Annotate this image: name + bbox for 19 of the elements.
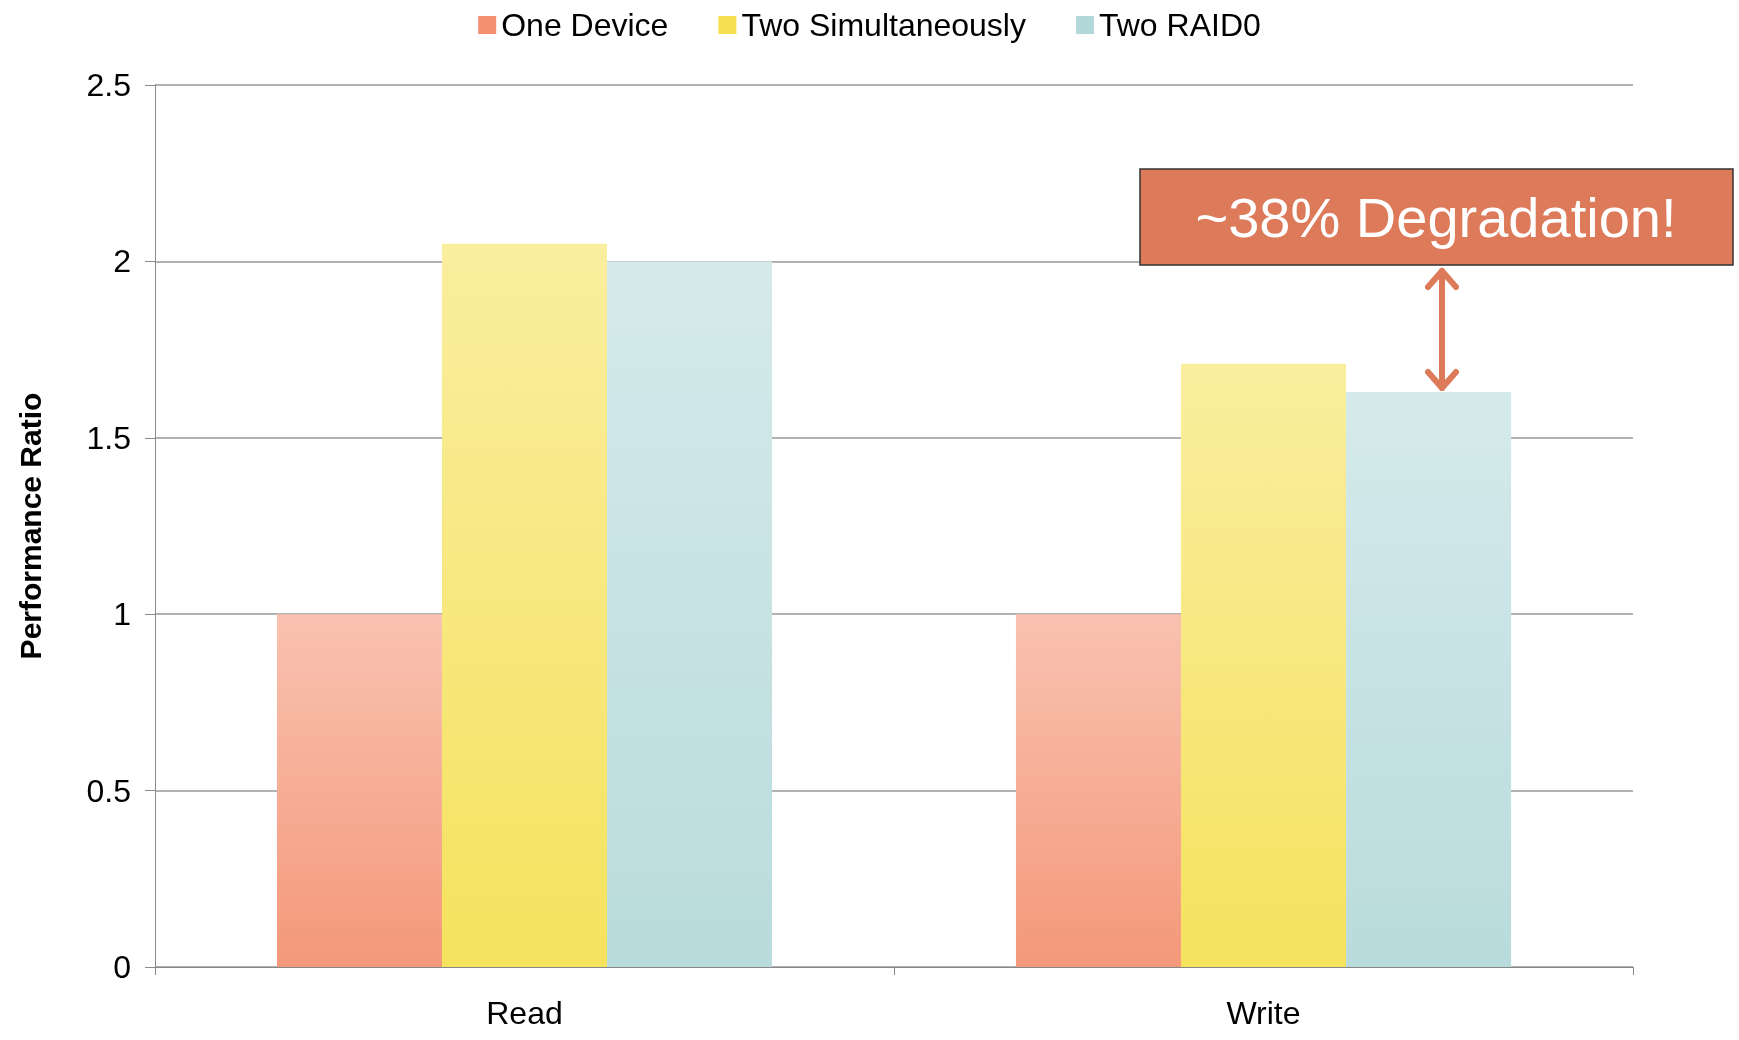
y-tick-label: 2 — [113, 243, 131, 280]
legend-label: Two RAID0 — [1098, 7, 1261, 43]
bar — [1015, 614, 1181, 967]
y-axis-title: Performance Ratio — [13, 392, 47, 660]
bar — [607, 261, 773, 967]
bar — [1180, 363, 1347, 967]
bar — [1346, 391, 1512, 967]
y-tick-label: 0.5 — [86, 772, 131, 809]
legend-label: One Device — [501, 7, 669, 43]
legend-label: Two Simultaneously — [741, 7, 1026, 43]
x-tick-label: Write — [1226, 995, 1301, 1031]
bar — [276, 614, 442, 967]
y-tick-label: 1 — [113, 596, 131, 633]
y-tick-label: 2.5 — [86, 67, 131, 103]
annotation: ~38% Degradation! — [1195, 185, 1677, 249]
y-tick-label: 0 — [113, 949, 131, 985]
x-tick-label: Read — [486, 995, 563, 1031]
y-tick-label: 1.5 — [86, 419, 131, 456]
bar — [441, 243, 608, 967]
